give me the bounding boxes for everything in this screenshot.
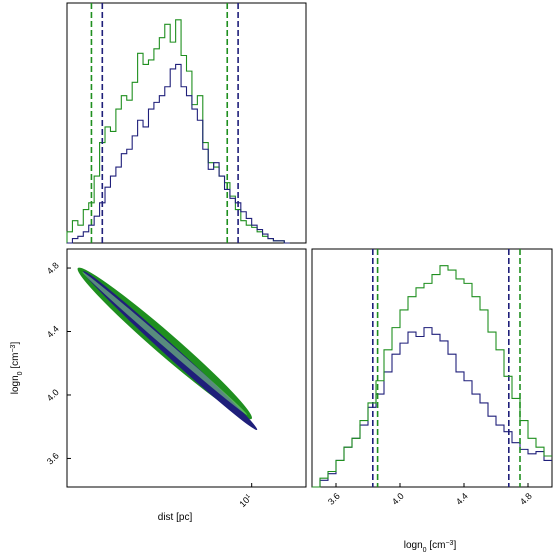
panel-top-left <box>66 2 307 244</box>
frame-bottom-right <box>311 248 553 488</box>
hist-top-left-series <box>66 3 290 244</box>
histogram-line-series_b <box>66 19 290 244</box>
xlabel-logn0: logn0 [cm−3] <box>404 540 457 554</box>
br-xtick-label-0: 3.6 <box>326 491 342 507</box>
xlabel-dist: dist [pc] <box>158 512 193 523</box>
histogram-line-series_a <box>67 63 290 244</box>
panel-bottom-left: 3.6 4.0 4.4 4.8 101 dist [pc] logn0 [cm−3] <box>10 248 307 523</box>
frame-bottom-left <box>66 248 307 488</box>
bl-ytick-label-2: 4.4 <box>45 324 61 340</box>
frame-top-left <box>66 2 307 244</box>
contour-core-highlight <box>82 271 248 415</box>
br-xtick-label-1: 4.0 <box>390 491 406 507</box>
bl-ytick-label-1: 4.0 <box>45 387 61 403</box>
histogram-line-series_a <box>312 327 552 488</box>
bl-xtick-label-0: 101 <box>237 492 254 509</box>
ylabel-logn0: logn0 [cm−3] <box>10 342 24 395</box>
bl-ytick-label-3: 4.8 <box>45 260 61 276</box>
bl-ytick-label-0: 3.6 <box>45 451 61 467</box>
hist-bottom-right-series <box>312 249 552 488</box>
br-xtick-label-2: 4.4 <box>454 491 470 507</box>
br-xtick-label-3: 4.8 <box>518 491 534 507</box>
histogram-line-series_b <box>312 265 552 488</box>
panel-bottom-right: 3.6 4.0 4.4 4.8 logn0 [cm−3] <box>311 248 553 554</box>
contours-bottom-left <box>77 267 258 431</box>
